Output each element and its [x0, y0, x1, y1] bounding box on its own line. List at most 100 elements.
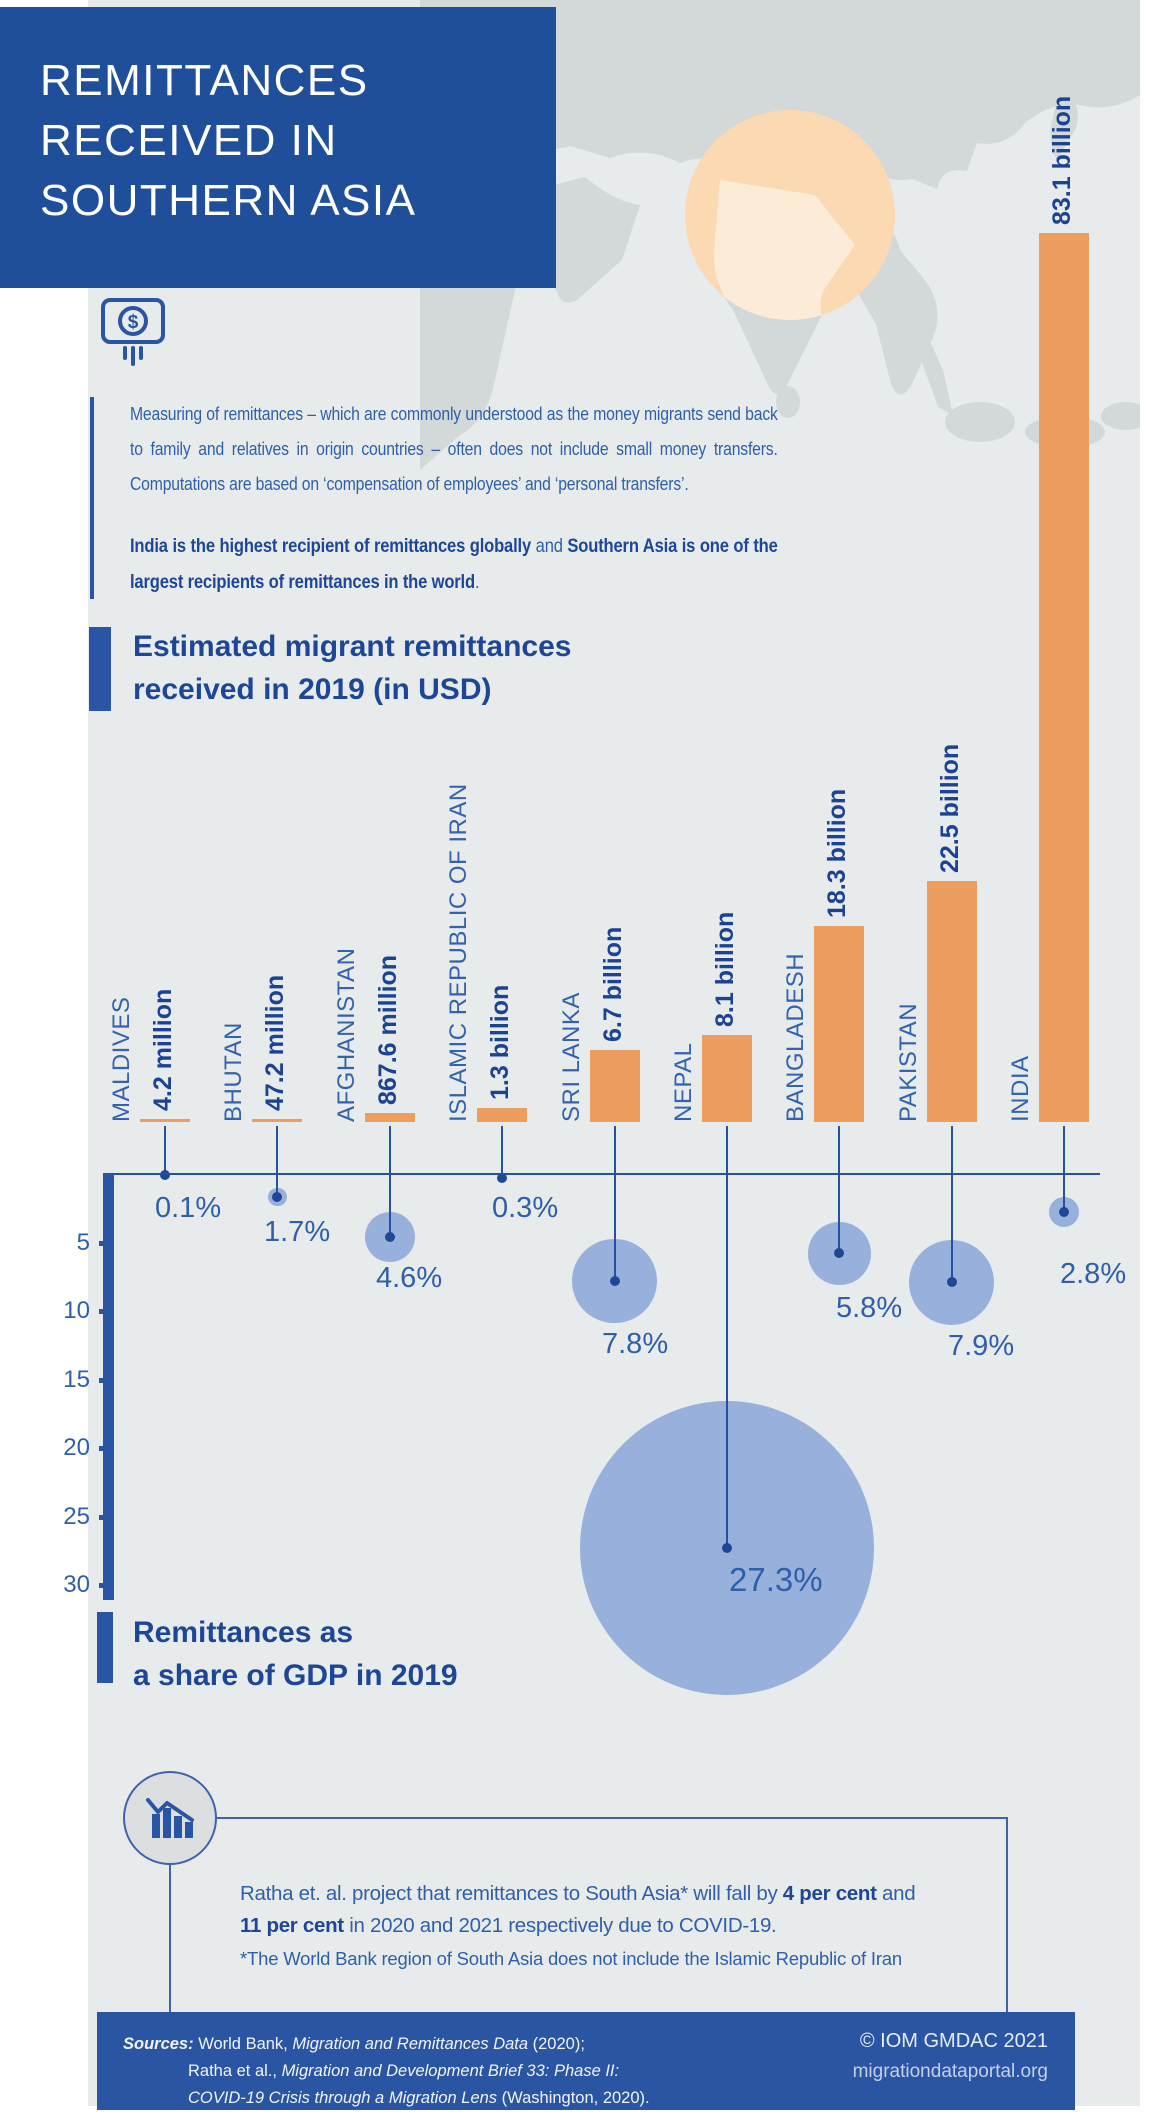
intro-p1-line: to family and relatives in origin countr…: [130, 438, 778, 459]
svg-text:$: $: [128, 312, 139, 333]
map-borneo: [945, 402, 1015, 442]
gdp-percent-label: 7.9%: [948, 1330, 1015, 1362]
gdp-percent-label: 5.8%: [836, 1292, 903, 1324]
bubble-center-dot: [384, 1232, 395, 1243]
gdp-percent-label: 1.7%: [264, 1216, 331, 1248]
map-sri-lanka: [776, 386, 800, 418]
value-label: 867.6 million: [373, 954, 402, 1105]
gdp-axis-tick-label: 25: [63, 1502, 90, 1530]
callout-border-left: [169, 1864, 171, 2012]
remittance-bar-maldives: [140, 1119, 190, 1122]
gdp-percent-label: 0.3%: [492, 1192, 559, 1224]
header: REMITTANCES RECEIVED IN SOUTHERN ASIA: [0, 7, 556, 288]
country-label: NEPAL: [670, 1042, 697, 1122]
footer-source-line: Ratha et al., Migration and Development …: [188, 2058, 619, 2085]
gdp-section-marker: [97, 1612, 113, 1683]
intro-p1-line: Computations are based on ‘compensation …: [130, 473, 689, 494]
value-label: 4.2 million: [149, 988, 177, 1111]
remittance-bar-afghanistan: [364, 1112, 415, 1122]
gdp-axis-tick-label: 5: [76, 1228, 90, 1256]
value-label: 18.3 billion: [823, 788, 852, 919]
bubble-center-dot: [946, 1277, 957, 1288]
country-label: ISLAMIC REPUBLIC OF IRAN: [445, 783, 473, 1122]
callout-footnote: *The World Bank region of South Asia doe…: [240, 1948, 902, 1969]
value-label: 47.2 million: [261, 974, 290, 1111]
text-segment: and: [876, 1882, 916, 1905]
website-link[interactable]: migrationdataportal.org: [852, 2061, 1048, 2082]
country-label: BHUTAN: [220, 1022, 248, 1122]
page-title-line-1: REMITTANCES: [40, 56, 369, 105]
remittance-bar-nepal: [702, 1035, 752, 1122]
bar-section-marker: [89, 627, 111, 711]
connector-line: [613, 1126, 616, 1281]
text-segment: Southern Asia is one of the: [567, 535, 778, 557]
connector-line: [1063, 1126, 1066, 1213]
remittance-bar-bhutan: [252, 1119, 303, 1122]
value-label: 83.1 billion: [1048, 95, 1077, 225]
bubble-center-dot: [272, 1192, 283, 1203]
connector-line: [950, 1126, 953, 1283]
map-malay-peninsula: [920, 330, 953, 415]
country-label: AFGHANISTAN: [332, 947, 360, 1122]
callout-text: Ratha et. al. project that remittances t…: [240, 1878, 1020, 1942]
callout-line: 11 per cent in 2020 and 2021 respectivel…: [240, 1910, 1020, 1942]
value-label: 6.7 billion: [598, 927, 627, 1043]
text-segment: 11 per cent: [240, 1914, 344, 1937]
declining-chart-icon: [123, 1771, 217, 1865]
country-label: INDIA: [1007, 1055, 1035, 1122]
bubble-center-dot: [160, 1170, 170, 1181]
connector-line: [726, 1126, 728, 1548]
bubble-center-dot: [834, 1248, 845, 1259]
connector-line: [388, 1126, 391, 1238]
connector-line: [164, 1126, 166, 1176]
bubble-center-dot: [1059, 1207, 1070, 1218]
bar-chart-title-line-1: Estimated migrant remittances: [133, 630, 572, 663]
text-segment: and: [531, 535, 568, 557]
bubble-center-dot: [722, 1543, 732, 1553]
text-segment: COVID-19 Crisis through a Migration Lens: [188, 2089, 498, 2107]
intro-paragraph-2: India is the highest recipient of remitt…: [130, 528, 778, 600]
bubble-center-dot: [497, 1173, 508, 1184]
text-segment: Migration and Remittances Data: [292, 2035, 529, 2053]
copyright-text: © IOM GMDAC 2021: [859, 2030, 1048, 2052]
gdp-percent-label: 0.1%: [155, 1192, 222, 1224]
text-segment: 4 per cent: [782, 1882, 877, 1905]
bar-chart-title: Estimated migrant remittances received i…: [133, 625, 571, 711]
intro-p1-line: Measuring of remittances – which are com…: [130, 403, 778, 424]
footer-source-line: COVID-19 Crisis through a Migration Lens…: [188, 2085, 650, 2112]
gdp-axis-tick-label: 30: [63, 1571, 90, 1598]
gdp-chart-title-line-1: Remittances as: [133, 1616, 354, 1649]
country-label: BANGLADESH: [782, 952, 810, 1122]
text-segment: largest recipients of remittances in the…: [130, 571, 475, 593]
remittance-bar-pakistan: [926, 881, 977, 1122]
text-segment: Ratha et al.,: [188, 2062, 282, 2080]
value-label: 1.3 billion: [486, 984, 515, 1101]
country-label: PAKISTAN: [894, 1002, 922, 1122]
gdp-chart-title-line-2: a share of GDP in 2019: [133, 1659, 458, 1692]
gdp-percent-label: 2.8%: [1060, 1258, 1127, 1290]
map-india-highlighted: [713, 180, 855, 320]
connector-line: [838, 1126, 841, 1254]
gdp-axis-bar: [103, 1174, 114, 1600]
remittance-bar-sri-lanka: [589, 1050, 640, 1122]
text-segment: Ratha et. al. project that remittances t…: [240, 1882, 783, 1905]
gdp-axis-tick-label: 20: [63, 1434, 90, 1461]
intro-rule: [90, 397, 94, 599]
gdp-percent-label: 27.3%: [729, 1561, 823, 1598]
connector-line: [276, 1126, 279, 1198]
page-title-line-2: RECEIVED IN: [40, 116, 338, 165]
remittance-bar-bangladesh: [814, 926, 865, 1122]
text-segment: (2020);: [528, 2035, 585, 2053]
gdp-percent-label: 7.8%: [602, 1328, 669, 1360]
text-segment: in 2020 and 2021 respectively due to COV…: [343, 1914, 777, 1937]
callout-line: Ratha et. al. project that remittances t…: [240, 1878, 1020, 1910]
country-label: SRI LANKA: [557, 992, 585, 1122]
text-segment: Sources:: [123, 2035, 194, 2053]
bubble-center-dot: [609, 1275, 620, 1286]
footer: [97, 2012, 1075, 2110]
gdp-axis-baseline: [103, 1173, 1100, 1175]
remittance-bar-islamic-republic-of-iran: [477, 1108, 528, 1122]
map-japan: [1050, 85, 1078, 160]
bar-chart-title-line-2: received in 2019 (in USD): [133, 673, 492, 706]
